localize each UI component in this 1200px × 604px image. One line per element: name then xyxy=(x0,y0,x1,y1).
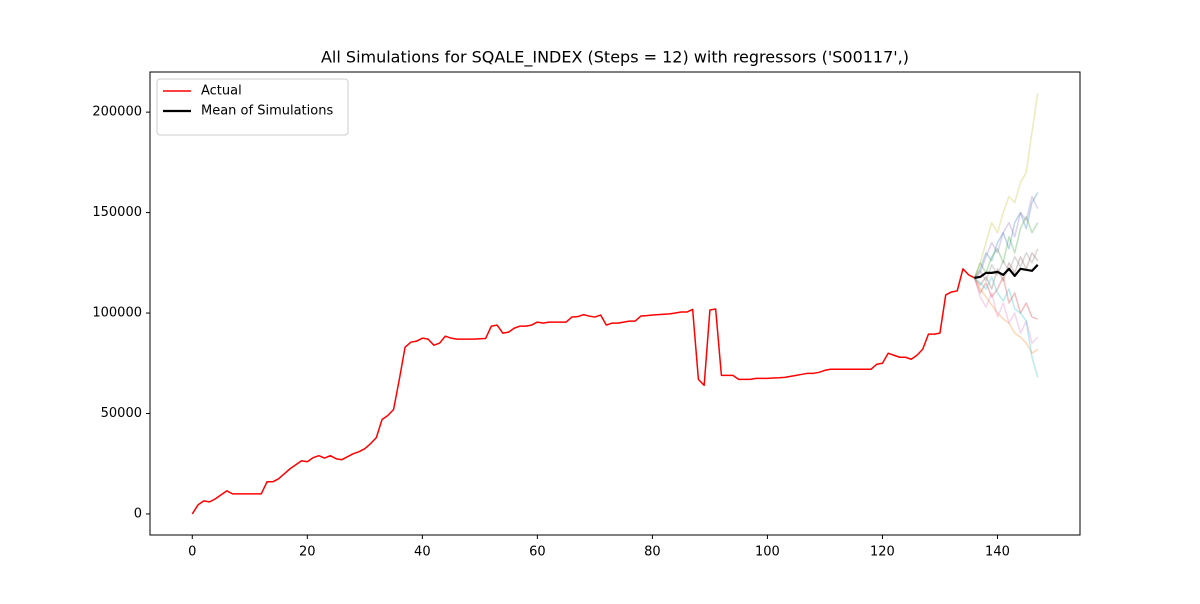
plot-area xyxy=(191,92,1039,515)
series-line xyxy=(973,248,1039,282)
series-line xyxy=(973,277,1039,354)
x-tick-label: 40 xyxy=(414,545,431,560)
series-line xyxy=(973,195,1039,279)
series-line xyxy=(973,276,1039,378)
x-tick-label: 20 xyxy=(299,545,316,560)
series-line xyxy=(191,268,975,515)
series-line xyxy=(973,276,1038,320)
legend-box xyxy=(156,78,349,136)
y-tick-label: 50000 xyxy=(101,406,142,421)
series-line xyxy=(974,264,1039,279)
legend-label: Actual xyxy=(201,84,242,99)
series-line xyxy=(973,215,1039,279)
series-line xyxy=(973,92,1039,279)
series-line xyxy=(973,277,1039,344)
y-tick-label: 200000 xyxy=(92,105,142,120)
y-tick-label: 0 xyxy=(134,506,142,521)
x-tick-label: 0 xyxy=(188,545,196,560)
x-tick-label: 100 xyxy=(755,545,780,560)
x-tick-label: 140 xyxy=(985,545,1010,560)
y-tick-label: 100000 xyxy=(92,306,142,321)
y-tick-label: 150000 xyxy=(92,205,142,220)
x-tick-label: 60 xyxy=(529,545,546,560)
axes-frame xyxy=(149,71,1081,536)
chart-title: All Simulations for SQALE_INDEX (Steps =… xyxy=(321,48,909,68)
legend-label: Mean of Simulations xyxy=(201,104,333,119)
series-line xyxy=(973,192,1039,279)
x-tick-label: 120 xyxy=(870,545,895,560)
x-tick-label: 80 xyxy=(644,545,661,560)
